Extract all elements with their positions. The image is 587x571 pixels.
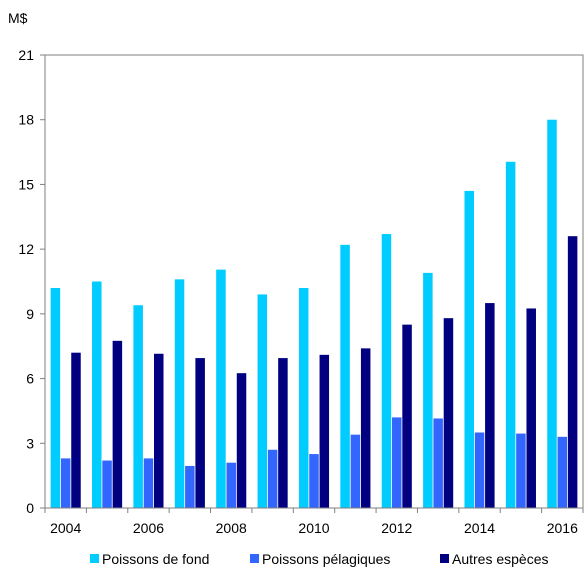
legend-label-1: Poissons de fond — [102, 551, 209, 567]
y-axis: 0 3 6 9 12 15 18 21 — [18, 47, 45, 516]
bar-series-3-2009 — [278, 358, 288, 508]
bar-series-3-2010 — [319, 354, 330, 508]
x-tick-label: 2004 — [50, 520, 81, 536]
x-tick-label: 2010 — [298, 520, 329, 536]
bar-series-1-2010 — [298, 287, 309, 508]
bar-series-1-2015 — [505, 161, 516, 508]
x-axis: 2004 2006 2008 2010 2012 2014 2016 — [44, 508, 584, 536]
bar-series-1-2009 — [257, 294, 268, 508]
bar-series-1-2016 — [547, 119, 557, 508]
bar-series-1-2006 — [133, 305, 143, 508]
bar-series-2-2016 — [557, 436, 568, 508]
bar-series-3-2007 — [195, 358, 205, 508]
x-tick-label: 2008 — [216, 520, 247, 536]
bar-series-3-2016 — [567, 236, 578, 508]
bar-series-3-2014 — [485, 303, 495, 508]
x-tick-label: 2012 — [381, 520, 412, 536]
bar-series-1-2012 — [381, 234, 392, 509]
y-tick-label: 12 — [18, 241, 34, 257]
legend-swatch-3 — [440, 554, 449, 563]
bar-series-2-2006 — [143, 458, 154, 508]
plot-frame — [44, 54, 584, 509]
bar-series-3-2005 — [112, 340, 123, 508]
bar-series-1-2007 — [174, 279, 185, 508]
legend: Poissons de fond Poissons pélagiques Autre… — [90, 551, 549, 567]
bar-series-2-2005 — [102, 460, 112, 508]
bar-series-2-2010 — [309, 454, 319, 508]
bar-series-1-2004 — [50, 287, 61, 508]
y-tick-label: 9 — [26, 306, 34, 322]
bar-series-2-2009 — [267, 449, 278, 508]
y-tick-label: 3 — [26, 435, 34, 451]
legend-swatch-1 — [90, 554, 99, 563]
bar-series-1-2013 — [423, 272, 433, 508]
bar-series-1-2005 — [92, 281, 102, 508]
bar-series-3-2011 — [360, 348, 371, 508]
legend-swatch-2 — [250, 554, 259, 563]
bar-series-3-2004 — [71, 352, 81, 508]
bar-series-1-2014 — [464, 190, 474, 508]
y-tick-label: 0 — [26, 500, 34, 516]
x-tick-label: 2016 — [547, 520, 578, 536]
bar-series-2-2014 — [474, 432, 485, 508]
bar-series-2-2007 — [185, 465, 195, 508]
bar-series-1-2011 — [340, 244, 350, 509]
bar-series-2-2004 — [60, 458, 71, 508]
x-tick-label: 2006 — [133, 520, 164, 536]
x-tick-label: 2014 — [464, 520, 495, 536]
bar-series-2-2013 — [433, 418, 443, 508]
bar-series-3-2006 — [154, 353, 164, 508]
legend-label-2: Poissons pélagiques — [262, 551, 390, 567]
bar-series-1-2008 — [216, 269, 226, 508]
bar-series-3-2012 — [402, 324, 412, 508]
bar-series-2-2015 — [516, 433, 526, 508]
bar-series-3-2013 — [443, 318, 454, 508]
bar-series-2-2008 — [226, 462, 236, 508]
y-tick-label: 15 — [18, 176, 34, 192]
y-unit-label: M$ — [8, 10, 28, 26]
y-tick-label: 6 — [26, 371, 34, 387]
bar-series-2-2012 — [392, 417, 402, 508]
bar-series-3-2015 — [526, 308, 536, 508]
bars — [50, 119, 578, 509]
y-tick-label: 21 — [18, 47, 34, 63]
legend-label-3: Autres espèces — [452, 551, 549, 567]
bar-series-3-2008 — [236, 373, 247, 508]
bar-series-2-2011 — [350, 434, 361, 508]
y-tick-label: 18 — [18, 112, 34, 128]
